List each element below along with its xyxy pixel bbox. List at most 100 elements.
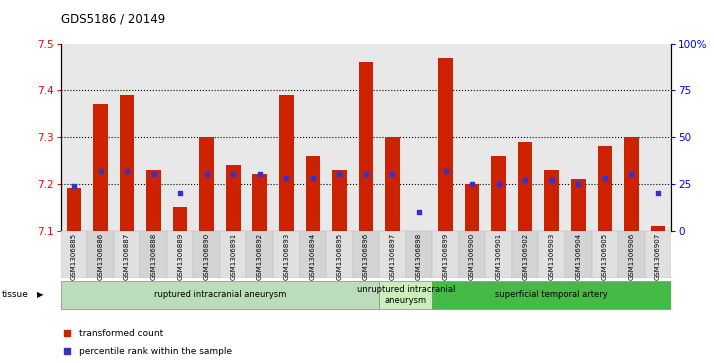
Bar xyxy=(406,231,432,278)
Point xyxy=(466,181,478,187)
Bar xyxy=(114,231,141,278)
Point xyxy=(652,190,663,196)
Text: ▶: ▶ xyxy=(37,290,44,299)
Bar xyxy=(246,44,273,231)
Text: GSM1306891: GSM1306891 xyxy=(230,233,236,280)
Bar xyxy=(624,137,638,231)
Text: GSM1306902: GSM1306902 xyxy=(522,233,528,280)
Bar xyxy=(544,170,559,231)
Text: GSM1306885: GSM1306885 xyxy=(71,233,77,280)
Bar xyxy=(591,231,618,278)
Bar xyxy=(66,188,81,231)
Bar xyxy=(385,137,400,231)
Point xyxy=(201,171,212,177)
Point xyxy=(228,171,239,177)
Bar xyxy=(120,95,134,231)
Bar xyxy=(618,231,645,278)
Bar xyxy=(379,44,406,231)
Bar xyxy=(193,231,220,278)
Bar xyxy=(220,231,246,278)
Bar xyxy=(300,44,326,231)
Text: GSM1306893: GSM1306893 xyxy=(283,233,289,280)
Bar xyxy=(253,174,267,231)
Point xyxy=(493,181,504,187)
Bar xyxy=(432,281,671,309)
Bar xyxy=(279,95,293,231)
Point xyxy=(416,101,427,106)
Bar xyxy=(379,281,432,309)
Text: GSM1306905: GSM1306905 xyxy=(602,233,608,280)
Bar xyxy=(438,58,453,231)
Text: GSM1306895: GSM1306895 xyxy=(336,233,343,280)
Text: GSM1306897: GSM1306897 xyxy=(389,233,396,280)
Bar xyxy=(61,231,87,278)
Point xyxy=(360,171,371,177)
Bar xyxy=(598,146,612,231)
Text: GSM1306904: GSM1306904 xyxy=(575,233,581,280)
Bar xyxy=(518,142,533,231)
Bar xyxy=(199,137,214,231)
Bar xyxy=(146,170,161,231)
Point xyxy=(573,181,584,187)
Bar xyxy=(459,44,486,231)
Point xyxy=(174,190,186,196)
Point xyxy=(69,183,80,188)
Text: GSM1306886: GSM1306886 xyxy=(98,233,104,280)
Point xyxy=(121,168,133,174)
Text: GSM1306901: GSM1306901 xyxy=(496,233,502,280)
Point xyxy=(387,171,398,177)
Text: GSM1306907: GSM1306907 xyxy=(655,233,661,280)
Bar xyxy=(591,44,618,231)
Bar xyxy=(565,44,591,231)
Text: percentile rank within the sample: percentile rank within the sample xyxy=(79,347,232,356)
Bar xyxy=(220,44,246,231)
Bar xyxy=(486,231,512,278)
Bar xyxy=(332,170,347,231)
Point xyxy=(95,168,106,174)
Point xyxy=(254,171,266,177)
Bar xyxy=(306,156,320,231)
Point xyxy=(333,171,345,177)
Bar xyxy=(618,44,645,231)
Bar xyxy=(353,44,379,231)
Text: GDS5186 / 20149: GDS5186 / 20149 xyxy=(61,13,165,26)
Bar xyxy=(193,44,220,231)
Bar xyxy=(61,44,87,231)
Bar xyxy=(571,179,585,231)
Text: superficial temporal artery: superficial temporal artery xyxy=(496,290,608,299)
Bar xyxy=(379,231,406,278)
Bar xyxy=(141,231,167,278)
Bar xyxy=(61,281,379,309)
Text: GSM1306889: GSM1306889 xyxy=(177,233,183,280)
Text: unruptured intracranial
aneurysm: unruptured intracranial aneurysm xyxy=(356,285,455,305)
Bar xyxy=(486,44,512,231)
Bar xyxy=(353,231,379,278)
Text: ruptured intracranial aneurysm: ruptured intracranial aneurysm xyxy=(154,290,286,299)
Point xyxy=(520,177,531,183)
Text: GSM1306887: GSM1306887 xyxy=(124,233,130,280)
Point xyxy=(599,175,610,181)
Point xyxy=(440,168,451,174)
Bar xyxy=(173,207,188,231)
Point xyxy=(546,177,558,183)
Bar xyxy=(459,231,486,278)
Text: tissue: tissue xyxy=(2,290,29,299)
Bar xyxy=(432,231,459,278)
Bar xyxy=(87,231,114,278)
Bar xyxy=(326,231,353,278)
Bar xyxy=(167,231,193,278)
Text: GSM1306898: GSM1306898 xyxy=(416,233,422,280)
Point xyxy=(625,171,637,177)
Text: GSM1306894: GSM1306894 xyxy=(310,233,316,280)
Bar xyxy=(465,184,479,231)
Bar xyxy=(645,44,671,231)
Text: GSM1306896: GSM1306896 xyxy=(363,233,369,280)
Point xyxy=(413,209,425,215)
Bar xyxy=(300,231,326,278)
Point xyxy=(307,175,318,181)
Bar xyxy=(226,165,241,231)
Text: GSM1306888: GSM1306888 xyxy=(151,233,156,280)
Bar xyxy=(167,44,193,231)
Text: GSM1306890: GSM1306890 xyxy=(203,233,210,280)
Text: GSM1306906: GSM1306906 xyxy=(628,233,634,280)
